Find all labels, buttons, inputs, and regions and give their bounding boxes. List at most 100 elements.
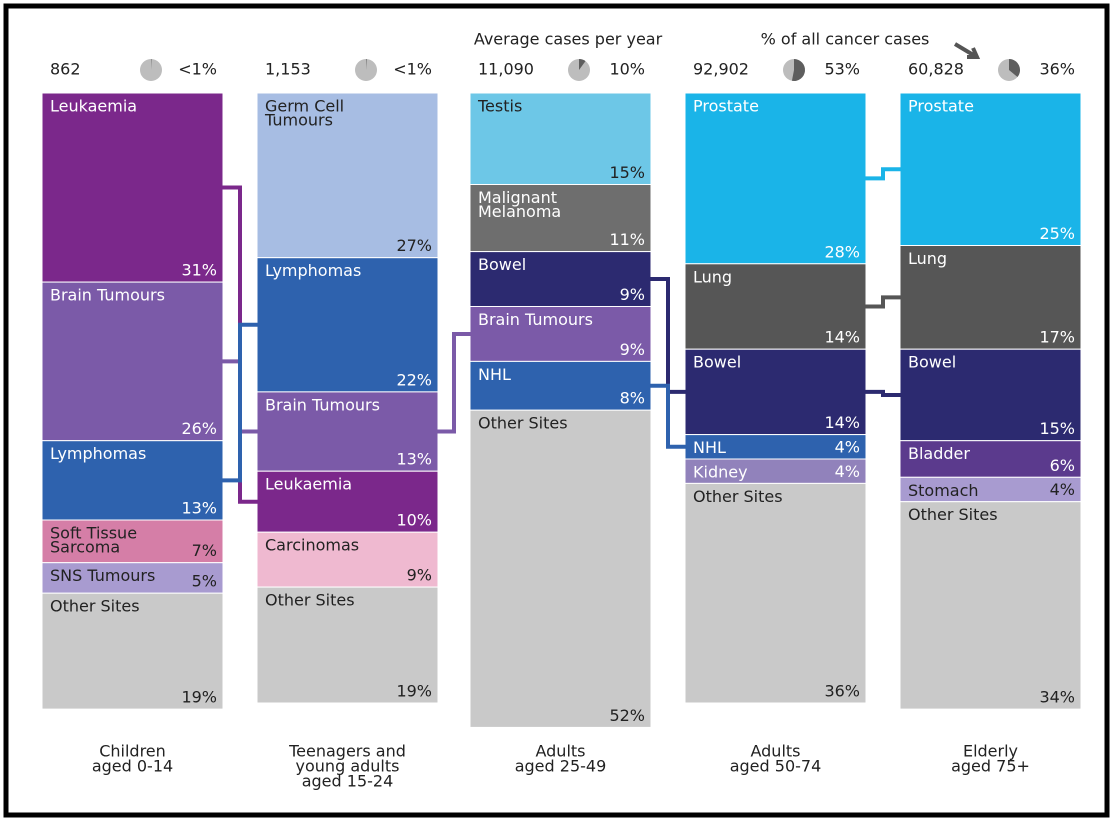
segment xyxy=(256,586,439,704)
segment xyxy=(41,592,224,710)
site-label: Prostate xyxy=(693,97,759,116)
value-label: 25% xyxy=(1039,224,1075,243)
value-label: 9% xyxy=(407,566,432,585)
site-label: Bowel xyxy=(908,353,956,372)
site-label: NHL xyxy=(693,438,726,457)
site-label: Germ Cell xyxy=(265,97,344,116)
pie-slice xyxy=(579,59,586,70)
pie-slice xyxy=(1009,59,1020,78)
site-label: Brain Tumours xyxy=(265,395,380,414)
cases-label: 1,153 xyxy=(265,60,311,79)
site-label: Carcinomas xyxy=(265,536,359,555)
site-label: Brain Tumours xyxy=(478,310,593,329)
segment xyxy=(256,470,439,533)
category-label: aged 25-49 xyxy=(515,757,607,776)
category-label: aged 75+ xyxy=(951,757,1030,776)
site-label: Leukaemia xyxy=(50,97,137,116)
share-label: <1% xyxy=(393,60,432,79)
site-label: Malignant xyxy=(478,188,557,207)
pie xyxy=(355,59,377,81)
header-arrow xyxy=(953,42,981,59)
value-label: 19% xyxy=(396,682,432,701)
value-label: 10% xyxy=(396,511,432,530)
connector xyxy=(860,389,906,397)
segment xyxy=(41,562,224,594)
header-cases: Average cases per year xyxy=(474,30,663,49)
value-label: 9% xyxy=(620,285,645,304)
connector xyxy=(432,331,476,434)
site-label: Bladder xyxy=(908,444,970,463)
site-label: Sarcoma xyxy=(50,538,120,557)
segment xyxy=(256,92,439,259)
value-label: 19% xyxy=(181,688,217,707)
pie-slice xyxy=(366,59,367,70)
segment xyxy=(899,501,1082,710)
category-label: young adults xyxy=(296,757,400,776)
segment xyxy=(684,482,867,704)
value-label: 27% xyxy=(396,236,432,255)
value-label: 31% xyxy=(181,261,217,280)
segment xyxy=(41,92,224,283)
share-label: 36% xyxy=(1039,60,1075,79)
value-label: 14% xyxy=(824,328,860,347)
segment xyxy=(899,245,1082,350)
connector xyxy=(860,167,906,181)
site-label: Prostate xyxy=(908,97,974,116)
cases-label: 862 xyxy=(50,60,81,79)
site-label: Other Sites xyxy=(50,597,140,616)
segment xyxy=(41,281,224,442)
value-label: 22% xyxy=(396,370,432,389)
category-label: aged 50-74 xyxy=(730,757,822,776)
cases-label: 60,828 xyxy=(908,60,964,79)
segment xyxy=(256,257,439,393)
category-label: Teenagers and xyxy=(288,742,406,761)
cases-label: 92,902 xyxy=(693,60,749,79)
segment xyxy=(684,92,867,265)
site-label: Tumours xyxy=(264,111,333,130)
value-label: 9% xyxy=(620,340,645,359)
value-label: 11% xyxy=(609,230,645,249)
cases-label: 11,090 xyxy=(478,60,534,79)
segment xyxy=(256,531,439,588)
site-label: NHL xyxy=(478,365,511,384)
site-label: SNS Tumours xyxy=(50,566,155,585)
site-label: Stomach xyxy=(908,481,979,500)
segment xyxy=(899,92,1082,246)
site-label: Lung xyxy=(908,249,947,268)
value-label: 17% xyxy=(1039,328,1075,347)
value-label: 7% xyxy=(192,541,217,560)
category-label: aged 15-24 xyxy=(302,772,394,791)
segment xyxy=(41,519,224,564)
segment xyxy=(469,409,652,728)
site-label: Bowel xyxy=(478,255,526,274)
site-label: Soft Tissue xyxy=(50,524,137,543)
segment xyxy=(469,360,652,411)
value-label: 6% xyxy=(1050,456,1075,475)
connector xyxy=(860,295,906,309)
pie xyxy=(998,59,1020,81)
segment xyxy=(684,458,867,484)
connector xyxy=(645,277,691,394)
value-label: 15% xyxy=(609,163,645,182)
header-share: % of all cancer cases xyxy=(761,30,930,49)
value-label: 13% xyxy=(181,499,217,518)
site-label: Other Sites xyxy=(908,505,998,524)
category-label: Adults xyxy=(750,742,800,761)
category-label: aged 0-14 xyxy=(92,757,173,776)
share-label: <1% xyxy=(178,60,217,79)
segment xyxy=(899,348,1082,442)
connector xyxy=(217,322,263,483)
value-label: 13% xyxy=(396,450,432,469)
value-label: 15% xyxy=(1039,419,1075,438)
site-label: Testis xyxy=(477,97,522,116)
site-label: Bowel xyxy=(693,353,741,372)
site-label: Lung xyxy=(693,267,732,286)
site-label: Brain Tumours xyxy=(50,286,165,305)
value-label: 52% xyxy=(609,706,645,725)
value-label: 5% xyxy=(192,572,217,591)
value-label: 26% xyxy=(181,419,217,438)
value-label: 4% xyxy=(835,462,860,481)
site-label: Other Sites xyxy=(478,414,568,433)
value-label: 36% xyxy=(824,682,860,701)
